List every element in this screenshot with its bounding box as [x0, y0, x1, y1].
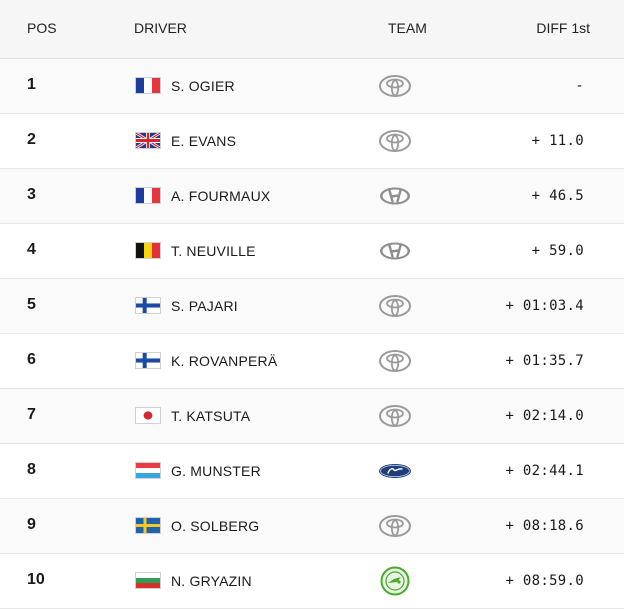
position: 1 — [27, 76, 36, 93]
table-row[interactable]: 4 T. NEUVILLE + 59.0 — [0, 224, 624, 279]
column-header-pos[interactable]: POS — [27, 20, 57, 36]
table-row[interactable]: 9 O. SOLBERG + 08:18.6 — [0, 499, 624, 554]
column-header-team[interactable]: TEAM — [388, 20, 427, 36]
table-row[interactable]: 3 A. FOURMAUX + 46.5 — [0, 169, 624, 224]
diff-to-leader: + 08:18.6 — [505, 518, 584, 534]
luxembourg-flag — [135, 462, 161, 479]
driver-name[interactable]: K. ROVANPERÄ — [171, 353, 278, 369]
france-flag — [135, 77, 161, 94]
belgium-flag — [135, 242, 161, 259]
diff-to-leader: + 11.0 — [531, 133, 584, 149]
driver-name[interactable]: G. MUNSTER — [171, 463, 261, 479]
table-row[interactable]: 8 G. MUNSTER + 02:44.1 — [0, 444, 624, 499]
driver-name[interactable]: A. FOURMAUX — [171, 188, 271, 204]
ford-logo[interactable] — [378, 456, 412, 486]
driver-name[interactable]: O. SOLBERG — [171, 518, 260, 534]
table-row[interactable]: 5 S. PAJARI + 01:03.4 — [0, 279, 624, 334]
finland-flag — [135, 297, 161, 314]
diff-to-leader: + 02:14.0 — [505, 408, 584, 424]
position: 3 — [27, 186, 36, 203]
toyota-logo[interactable] — [378, 511, 412, 541]
diff-to-leader: + 59.0 — [531, 243, 584, 259]
position: 9 — [27, 516, 36, 533]
driver-name[interactable]: N. GRYAZIN — [171, 573, 252, 589]
table-row[interactable]: 6 K. ROVANPERÄ + 01:35.7 — [0, 334, 624, 389]
sweden-flag — [135, 517, 161, 534]
table-body: 1 S. OGIER - 2 E. EVANS + 11.0 3 A. FOURMAUX + 4… — [0, 59, 624, 609]
driver-name[interactable]: T. NEUVILLE — [171, 243, 256, 259]
table-row[interactable]: 10 N. GRYAZIN + 08:59.0 — [0, 554, 624, 609]
diff-to-leader: + 01:03.4 — [505, 298, 584, 314]
diff-to-leader: + 01:35.7 — [505, 353, 584, 369]
france-flag — [135, 187, 161, 204]
hyundai-logo[interactable] — [378, 181, 412, 211]
position: 2 — [27, 131, 36, 148]
column-header-driver[interactable]: DRIVER — [134, 20, 187, 36]
position: 8 — [27, 461, 36, 478]
table-row[interactable]: 7 T. KATSUTA + 02:14.0 — [0, 389, 624, 444]
driver-name[interactable]: E. EVANS — [171, 133, 237, 149]
position: 10 — [27, 571, 45, 588]
japan-flag — [135, 407, 161, 424]
diff-to-leader: + 46.5 — [531, 188, 584, 204]
position: 6 — [27, 351, 36, 368]
hyundai-logo[interactable] — [378, 236, 412, 266]
diff-to-leader: + 08:59.0 — [505, 573, 584, 589]
toyota-logo[interactable] — [378, 346, 412, 376]
table-row[interactable]: 2 E. EVANS + 11.0 — [0, 114, 624, 169]
toyota-logo[interactable] — [378, 291, 412, 321]
driver-name[interactable]: S. PAJARI — [171, 298, 238, 314]
driver-name[interactable]: T. KATSUTA — [171, 408, 251, 424]
uk-flag — [135, 132, 161, 149]
skoda-logo[interactable] — [378, 566, 412, 596]
table-header: POS DRIVER TEAM DIFF 1st — [0, 0, 624, 59]
position: 7 — [27, 406, 36, 423]
position: 5 — [27, 296, 36, 313]
toyota-logo[interactable] — [378, 71, 412, 101]
column-header-diff[interactable]: DIFF 1st — [536, 20, 590, 36]
position: 4 — [27, 241, 36, 258]
diff-to-leader: + 02:44.1 — [505, 463, 584, 479]
finland-flag — [135, 352, 161, 369]
toyota-logo[interactable] — [378, 126, 412, 156]
driver-name[interactable]: S. OGIER — [171, 78, 235, 94]
bulgaria-flag — [135, 572, 161, 589]
table-row[interactable]: 1 S. OGIER - — [0, 59, 624, 114]
toyota-logo[interactable] — [378, 401, 412, 431]
diff-to-leader: - — [575, 78, 584, 94]
